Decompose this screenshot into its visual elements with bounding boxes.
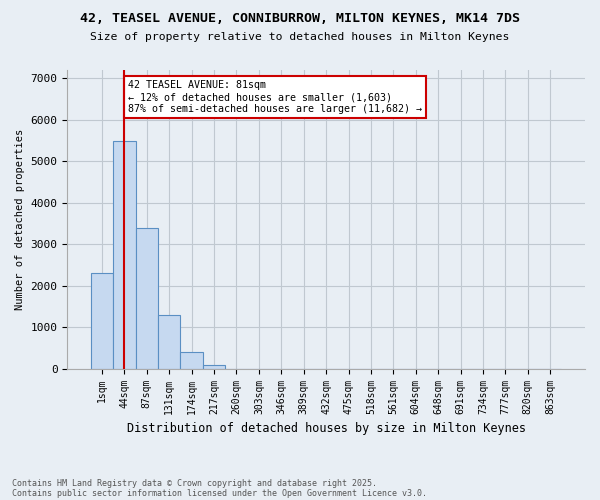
Bar — [91, 274, 113, 368]
Text: 42 TEASEL AVENUE: 81sqm
← 12% of detached houses are smaller (1,603)
87% of semi: 42 TEASEL AVENUE: 81sqm ← 12% of detache… — [128, 80, 422, 114]
Bar — [136, 228, 158, 368]
Text: Size of property relative to detached houses in Milton Keynes: Size of property relative to detached ho… — [91, 32, 509, 42]
Text: 42, TEASEL AVENUE, CONNIBURROW, MILTON KEYNES, MK14 7DS: 42, TEASEL AVENUE, CONNIBURROW, MILTON K… — [80, 12, 520, 26]
Bar — [158, 315, 181, 368]
Y-axis label: Number of detached properties: Number of detached properties — [15, 128, 25, 310]
Bar — [113, 140, 136, 368]
Bar — [203, 364, 225, 368]
X-axis label: Distribution of detached houses by size in Milton Keynes: Distribution of detached houses by size … — [127, 422, 526, 435]
Text: Contains public sector information licensed under the Open Government Licence v3: Contains public sector information licen… — [12, 488, 427, 498]
Text: Contains HM Land Registry data © Crown copyright and database right 2025.: Contains HM Land Registry data © Crown c… — [12, 478, 377, 488]
Bar — [181, 352, 203, 368]
